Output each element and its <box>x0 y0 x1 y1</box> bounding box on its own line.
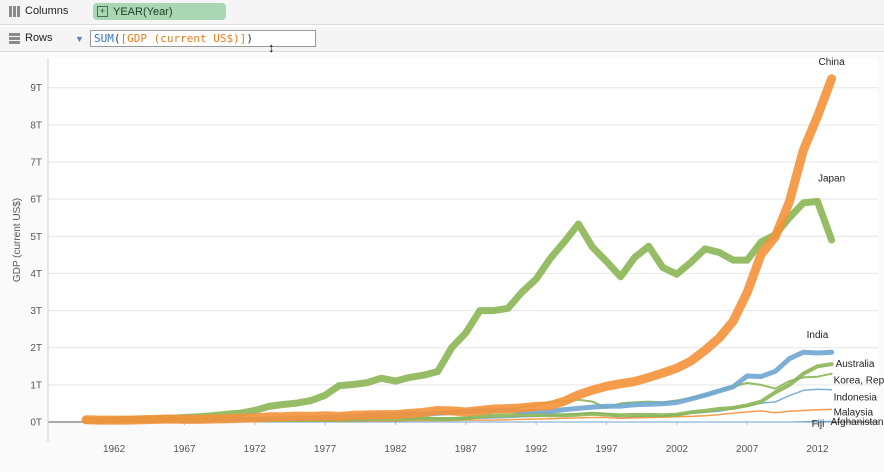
x-tick-label: 1967 <box>173 444 196 455</box>
columns-shelf: Columns + YEAR(Year) <box>0 0 884 25</box>
series-line <box>81 74 837 425</box>
series-label: Australia <box>836 359 875 370</box>
x-tick-label: 1982 <box>384 444 407 455</box>
y-tick-label: 3T <box>30 306 42 317</box>
series-label: Fiji <box>812 419 825 430</box>
plus-box-icon[interactable]: + <box>97 6 108 17</box>
resize-cursor-icon: ↕ <box>268 40 275 55</box>
x-tick-label: 2012 <box>806 444 829 455</box>
year-pill[interactable]: + YEAR(Year) <box>93 3 226 20</box>
rows-label: Rows <box>25 32 53 44</box>
rows-shelf: Rows ▼ SUM([GDP (current US$)]) ↕ <box>0 27 884 55</box>
y-tick-label: 0T <box>30 418 42 429</box>
y-tick-label: 4T <box>30 269 42 280</box>
y-tick-label: 7T <box>30 158 42 169</box>
x-tick-label: 1977 <box>314 444 337 455</box>
chevron-down-icon[interactable]: ▼ <box>75 34 84 44</box>
rows-icon <box>9 32 20 44</box>
formula-open-paren: ( <box>113 32 121 45</box>
series-label: Afghanistan <box>831 417 884 428</box>
series-label: Japan <box>818 173 845 184</box>
y-tick-label: 1T <box>30 380 42 391</box>
series-label: Indonesia <box>834 393 878 404</box>
y-tick-label: 8T <box>30 120 42 131</box>
columns-shelf-title: Columns <box>9 5 68 17</box>
rows-shelf-title: Rows <box>9 32 53 44</box>
y-tick-label: 5T <box>30 232 42 243</box>
plot-background <box>48 58 878 422</box>
y-axis-title: GDP (current US$) <box>12 198 23 282</box>
x-tick-label: 1987 <box>455 444 478 455</box>
year-pill-label: YEAR(Year) <box>113 5 173 18</box>
y-tick-label: 2T <box>30 343 42 354</box>
columns-label: Columns <box>25 5 69 17</box>
x-tick-label: 2002 <box>666 444 689 455</box>
formula-field: [GDP (current US$)] <box>120 32 247 45</box>
formula-function: SUM <box>94 32 114 45</box>
series-label: Malaysia <box>834 407 874 418</box>
x-tick-label: 1992 <box>525 444 548 455</box>
x-tick-label: 1972 <box>244 444 267 455</box>
y-tick-label: 6T <box>30 195 42 206</box>
series-label: Korea, Rep. <box>834 376 884 387</box>
y-tick-label: 9T <box>30 83 42 94</box>
series-label: China <box>819 57 846 68</box>
rows-formula-input[interactable]: SUM([GDP (current US$)]) <box>90 30 316 47</box>
x-tick-label: 1997 <box>595 444 618 455</box>
series-label: India <box>807 330 829 341</box>
x-tick-label: 2007 <box>736 444 759 455</box>
formula-close-paren: ) <box>246 32 253 45</box>
gdp-line-chart: 0T 1T 2T 3T 4T 5T 6T 7T 8T 9T 1962 1967 1972 1977 1982… <box>12 57 884 455</box>
columns-icon <box>9 5 20 17</box>
x-tick-label: 1962 <box>103 444 126 455</box>
